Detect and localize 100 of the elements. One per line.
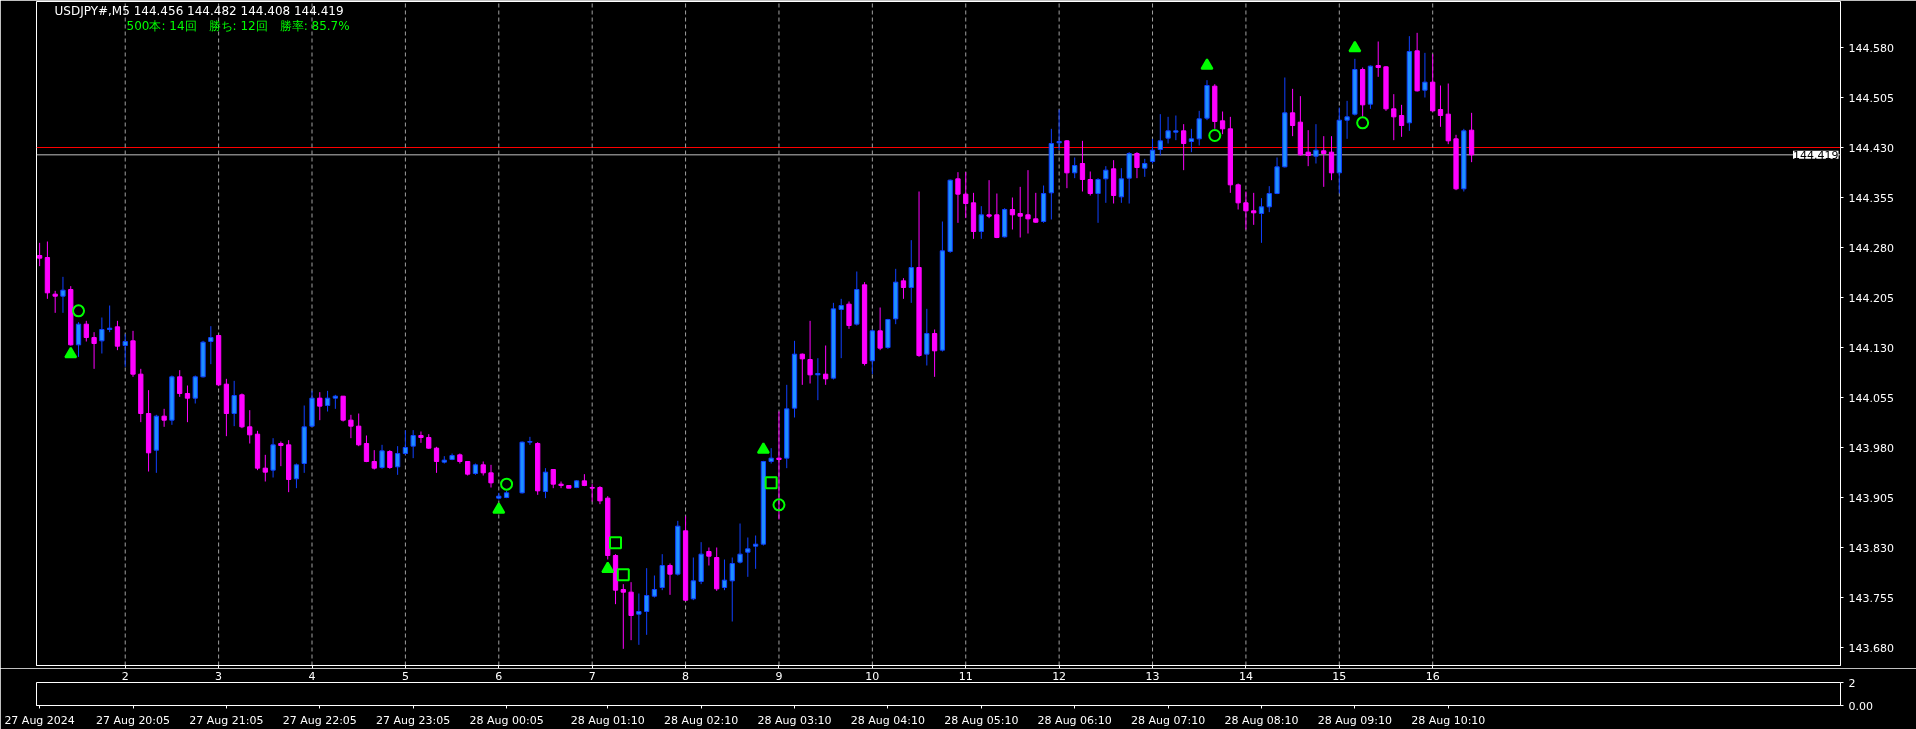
candlestick xyxy=(317,391,323,421)
y-tick-label: 143.680 xyxy=(1848,641,1894,655)
point xyxy=(764,476,778,490)
candlestick xyxy=(208,325,214,365)
candlestick xyxy=(659,553,665,591)
candlestick xyxy=(1422,52,1428,98)
y-tick-label: 144.430 xyxy=(1848,141,1894,155)
x-tick-label: 28 Aug 00:05 xyxy=(469,713,544,727)
candlestick xyxy=(161,408,167,428)
candlestick xyxy=(706,547,712,566)
point xyxy=(1348,40,1362,53)
y-tick-label: 144.505 xyxy=(1848,91,1894,105)
candlestick xyxy=(1266,185,1272,213)
candlestick xyxy=(340,395,346,422)
candlestick xyxy=(1243,191,1249,230)
candlestick xyxy=(184,385,191,423)
candlestick xyxy=(908,239,914,304)
candlestick xyxy=(1165,116,1171,144)
x2-tick-label: 6 xyxy=(495,669,503,683)
candlestick xyxy=(262,454,268,482)
candlestick xyxy=(1437,85,1444,128)
x2-tick-label: 13 xyxy=(1145,669,1160,683)
candlestick xyxy=(752,535,759,570)
candlestick xyxy=(278,441,284,467)
candlestick xyxy=(1149,138,1156,164)
candlestick xyxy=(931,329,938,378)
x-tick-label: 27 Aug 2024 xyxy=(4,713,75,727)
candlestick xyxy=(363,435,370,463)
candlestick xyxy=(877,307,883,351)
candlestick xyxy=(402,429,409,456)
candlestick xyxy=(589,483,595,502)
candlestick xyxy=(1289,88,1296,137)
x2-tick-label: 2 xyxy=(121,669,129,683)
candlestick xyxy=(379,444,385,470)
y-tick-label: 144.355 xyxy=(1848,191,1894,205)
candlestick xyxy=(1391,93,1397,141)
candlestick xyxy=(815,357,821,401)
x2-tick-label: 11 xyxy=(958,669,973,683)
y-tick-label: 144.130 xyxy=(1848,341,1894,355)
candlestick xyxy=(410,429,416,459)
candlestick xyxy=(737,523,743,564)
candlestick xyxy=(387,449,393,470)
candlestick xyxy=(1196,110,1202,146)
candlestick xyxy=(60,276,66,314)
candlestick xyxy=(636,593,642,646)
y-tick-label: 144.280 xyxy=(1848,241,1894,255)
y-tick-label: 144.055 xyxy=(1848,391,1894,405)
y-tick-label: 143.905 xyxy=(1848,491,1894,505)
x2-tick-label: 4 xyxy=(308,669,316,683)
candlestick xyxy=(745,537,751,578)
point xyxy=(616,568,630,582)
candlestick xyxy=(192,375,198,404)
candlestick xyxy=(1258,197,1265,244)
x-tick-label: 28 Aug 02:10 xyxy=(664,713,739,727)
candlestick xyxy=(1134,151,1140,179)
point xyxy=(72,304,86,318)
x-tick-label: 28 Aug 03:10 xyxy=(757,713,832,727)
x2-tick-label: 10 xyxy=(865,669,880,683)
candlestick xyxy=(348,414,354,439)
x-tick-label: 28 Aug 08:10 xyxy=(1224,713,1299,727)
candlestick xyxy=(955,171,961,224)
candlestick xyxy=(651,575,658,598)
candlestick xyxy=(75,321,82,358)
candlestick xyxy=(1251,192,1257,226)
candlestick xyxy=(488,464,494,488)
candlestick xyxy=(1188,128,1195,153)
candlestick xyxy=(1173,115,1179,141)
candlestick xyxy=(1398,104,1405,138)
candlestick xyxy=(1328,135,1335,181)
x-tick-label: 27 Aug 21:05 xyxy=(189,713,264,727)
candlestick xyxy=(986,179,992,219)
candlestick xyxy=(99,317,105,354)
candlestick xyxy=(1056,109,1062,151)
candlestick xyxy=(690,557,696,601)
y-tick-label: 144.580 xyxy=(1848,41,1894,55)
candlestick xyxy=(1321,135,1327,188)
y-tick-label: 0.00 xyxy=(1848,699,1873,713)
x2-tick-label: 3 xyxy=(215,669,223,683)
candlestick xyxy=(177,369,183,398)
candlestick xyxy=(52,290,58,314)
candlestick xyxy=(1033,192,1039,224)
candlestick xyxy=(644,567,650,636)
candlestick xyxy=(1072,157,1078,179)
point xyxy=(772,498,786,512)
candlestick xyxy=(628,581,634,641)
x-tick-label: 28 Aug 09:10 xyxy=(1317,713,1392,727)
y-tick-label: 144.205 xyxy=(1848,291,1894,305)
x2-tick-label: 7 xyxy=(588,669,596,683)
candlestick xyxy=(963,171,969,219)
point xyxy=(756,442,770,454)
candlestick xyxy=(776,411,782,520)
candlestick xyxy=(924,308,930,366)
x2-tick-label: 8 xyxy=(682,669,690,683)
candlestick xyxy=(542,467,549,499)
x2-tick-label: 9 xyxy=(775,669,783,683)
candlestick xyxy=(846,301,852,330)
y-tick-label: 143.980 xyxy=(1848,441,1894,455)
point xyxy=(609,536,623,550)
candlestick xyxy=(36,242,43,267)
chart-title: USDJPY#,M5 144.456 144.482 144.408 144.419 xyxy=(54,3,344,18)
